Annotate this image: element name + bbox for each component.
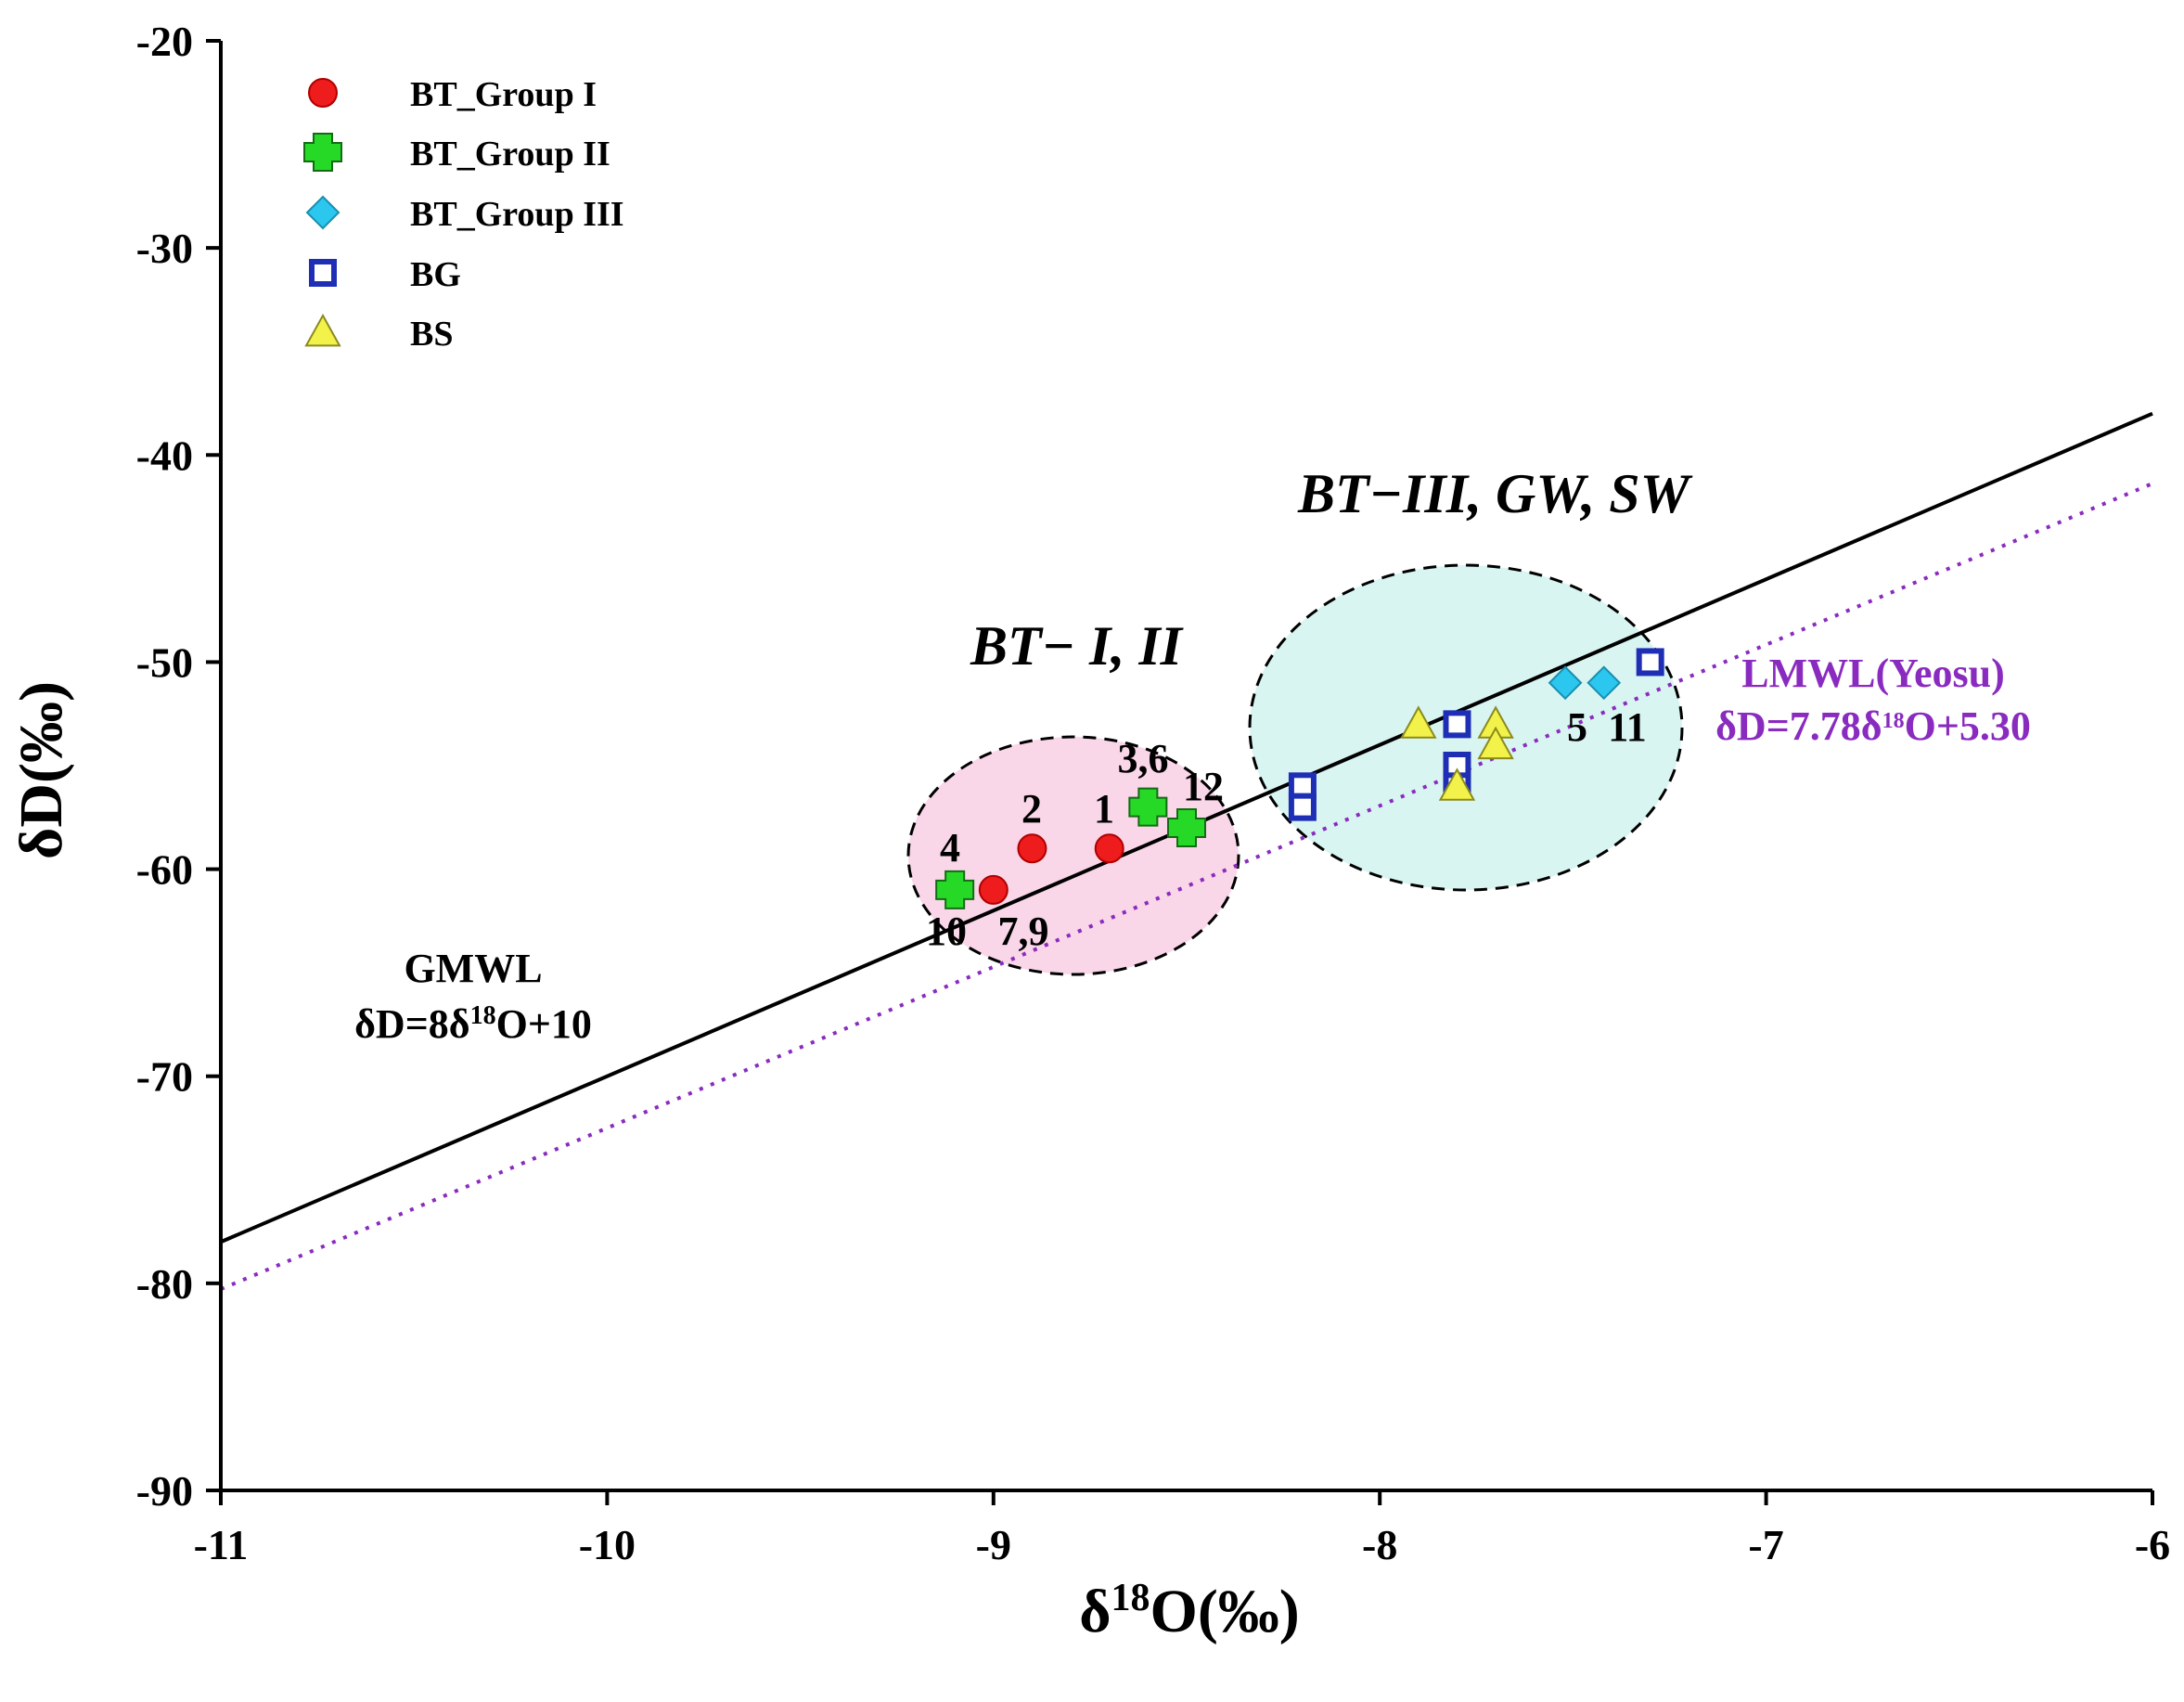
lmwl-label: LMWL(Yeosu) δD=7.78δ18O+5.30	[1715, 651, 2031, 749]
legend-label-bt-group-2: BT_Group II	[410, 135, 610, 174]
legend-symbol-triangle	[304, 313, 341, 347]
y-tick-label: -50	[136, 638, 193, 686]
point-label-10: 10	[926, 909, 967, 954]
lmwl-label-name: LMWL(Yeosu)	[1741, 651, 2005, 696]
legend-item-bt-group-3: BT_Group III	[305, 195, 624, 234]
y-tick-label: -30	[136, 225, 193, 272]
data-point-plus	[935, 870, 975, 909]
x-tick-label: -6	[2135, 1521, 2170, 1568]
group-label-bt-1-2: BT− I, II	[970, 615, 1185, 677]
lmwl-label-equation: δD=7.78δ18O+5.30	[1715, 703, 2031, 749]
x-tick-label: -7	[1748, 1521, 1783, 1568]
legend-marker-triangle	[304, 313, 341, 347]
x-tick-label: -9	[976, 1521, 1011, 1568]
gmwl-label-name: GMWL	[404, 946, 542, 991]
point-label-7-9: 7,9	[998, 909, 1049, 954]
legend-label-bt-group-3: BT_Group III	[410, 195, 624, 234]
point-label-4: 4	[940, 825, 960, 870]
data-point-circle	[1094, 833, 1124, 864]
legend-label-bg: BG	[410, 255, 461, 294]
y-tick-label: -90	[136, 1467, 193, 1515]
point-label-1: 1	[1094, 786, 1114, 832]
point-label-5: 5	[1567, 704, 1587, 750]
y-axis-title: δD(‰)	[7, 681, 75, 859]
x-ticks: -11 -10 -9 -8 -7 -6	[194, 1490, 2170, 1568]
point-label-3-6: 3,6	[1118, 736, 1169, 781]
y-tick-label: -80	[136, 1260, 193, 1308]
legend-marker-square	[309, 259, 337, 287]
point-label-11: 11	[1608, 704, 1647, 750]
legend-label-bt-group-1: BT_Group I	[410, 75, 597, 114]
gmwl-label-equation: δD=8δ18O+10	[354, 1001, 592, 1048]
x-tick-label: -8	[1362, 1521, 1397, 1568]
legend: BT_Group I BT_Group II BT_Group III BG B…	[303, 75, 624, 354]
legend-marker-diamond	[305, 195, 340, 230]
legend-label-bs: BS	[410, 315, 453, 354]
x-tick-label: -10	[579, 1521, 636, 1568]
point-label-2: 2	[1021, 786, 1042, 832]
y-ticks: -90 -80 -70 -60 -50 -40 -30 -20	[136, 18, 221, 1515]
x-tick-label: -11	[194, 1521, 249, 1568]
data-point-diamond	[1548, 665, 1583, 701]
data-point-plus	[1167, 807, 1206, 847]
y-tick-label: -20	[136, 18, 193, 65]
legend-symbol-diamond	[305, 195, 340, 230]
point-label-12: 12	[1183, 764, 1224, 809]
legend-symbol-circle	[308, 78, 338, 108]
legend-item-bg: BG	[309, 255, 461, 294]
legend-marker-circle	[308, 78, 338, 108]
data-point-square	[1288, 793, 1317, 821]
y-tick-label: -40	[136, 432, 193, 479]
data-point-circle	[1017, 833, 1047, 864]
data-points	[935, 648, 1664, 909]
group-label-bt-3-gw-sw: BT−III, GW, SW	[1297, 463, 1693, 524]
y-tick-label: -70	[136, 1053, 193, 1101]
data-point-square	[1636, 648, 1664, 677]
legend-item-bt-group-1: BT_Group I	[308, 75, 597, 114]
gmwl-label: GMWL δD=8δ18O+10	[354, 946, 592, 1047]
x-axis-title: δ18O(‰)	[1079, 1577, 1300, 1645]
data-point-triangle	[1438, 767, 1476, 801]
legend-symbol-plus	[303, 133, 342, 172]
data-point-plus	[1128, 787, 1168, 827]
y-tick-label: -60	[136, 846, 193, 894]
data-point-circle	[978, 874, 1008, 905]
legend-symbol-square	[309, 259, 337, 287]
legend-item-bt-group-2: BT_Group II	[303, 133, 610, 174]
legend-marker-plus	[303, 133, 342, 172]
data-point-triangle	[1477, 726, 1514, 760]
data-point-square	[1443, 710, 1471, 739]
data-point-triangle	[1400, 705, 1437, 739]
data-point-diamond	[1587, 665, 1622, 701]
legend-item-bs: BS	[304, 313, 453, 354]
